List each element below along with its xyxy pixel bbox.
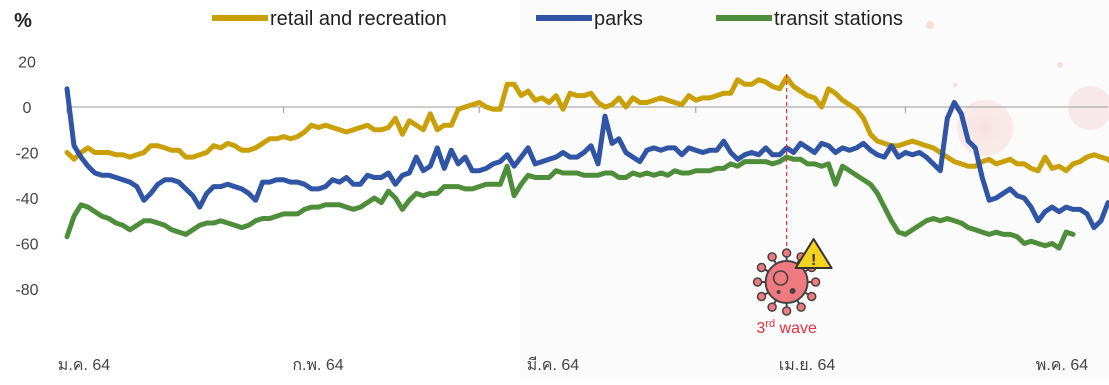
y-tick-label: -40 [15,191,38,208]
y-tick-label: -60 [15,237,38,254]
x-tick-label: มี.ค. 64 [527,356,579,374]
series-line [64,74,1109,174]
x-tick-label: เม.ย. 64 [779,357,836,374]
virus-warning-icon: ! [752,238,833,316]
x-tick-label: ก.พ. 64 [292,357,343,374]
y-tick-label: -20 [15,146,38,163]
legend-label: transit stations [774,8,903,30]
y-tick-label: 0 [23,100,32,117]
y-tick-label: -80 [15,282,38,299]
legend-label: parks [594,8,643,30]
x-tick-label: พ.ค. 64 [1036,357,1088,374]
annotation-label: 3rd wave [756,318,817,337]
svg-text:!: ! [811,252,816,269]
y-unit-label: % [14,10,32,32]
series-line [64,154,1076,251]
y-tick-label: 20 [18,55,36,72]
x-tick-label: ม.ค. 64 [58,357,110,374]
legend-label: retail and recreation [270,8,447,30]
series-line [64,86,1109,231]
